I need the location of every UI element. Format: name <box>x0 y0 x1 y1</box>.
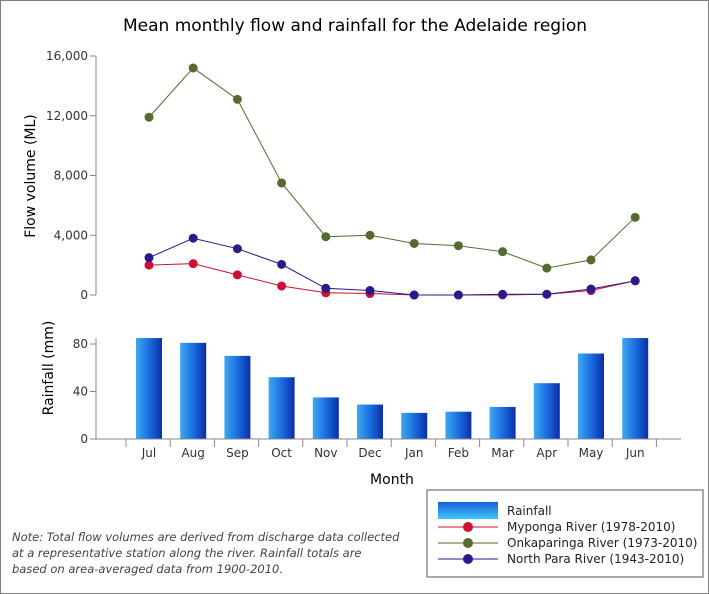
series-point <box>277 281 287 291</box>
rainfall-bar <box>489 406 516 439</box>
rainfall-bar <box>136 338 162 439</box>
flow-tick-label: 8,000 <box>54 169 88 183</box>
note-line: Note: Total flow volumes are derived fro… <box>12 530 400 544</box>
rainfall-bar <box>268 377 295 439</box>
note-line: based on area-averaged data from 1900-20… <box>12 562 283 576</box>
series-point <box>277 259 287 269</box>
series-point <box>498 289 508 299</box>
note: Note: Total flow volumes are derived fro… <box>12 530 400 576</box>
series-point <box>542 263 552 273</box>
x-tick-label: Sep <box>226 446 249 460</box>
rainfall-bar <box>357 404 383 439</box>
flow-tick-label: 0 <box>80 288 88 302</box>
series-point <box>630 212 640 222</box>
rainfall-tick-label: 0 <box>80 432 88 446</box>
series-point <box>586 284 596 294</box>
flow-axis: 0 4,000 8,000 12,000 16,000 <box>46 49 97 302</box>
series-line <box>148 67 636 269</box>
series-point <box>409 290 419 300</box>
x-tick-label: Dec <box>358 446 381 460</box>
x-tick-label: Aug <box>181 446 204 460</box>
legend: Rainfall Myponga River (1978-2010) Onkapar… <box>426 489 704 578</box>
series-point <box>453 290 463 300</box>
rainfall-bar <box>401 412 428 439</box>
rainfall-bar <box>578 353 604 439</box>
flow-tick-label: 12,000 <box>46 109 88 123</box>
chart-title: Mean monthly flow and rainfall for the A… <box>123 16 587 36</box>
x-axis-title: Month <box>370 472 414 488</box>
series-point <box>232 270 242 280</box>
x-tick-label: Jul <box>141 446 156 460</box>
x-tick-label: Oct <box>271 446 292 460</box>
series-point <box>365 230 375 240</box>
x-tick-label: Mar <box>491 446 514 460</box>
flow-tick-label: 16,000 <box>46 49 88 63</box>
series-point <box>542 289 552 299</box>
legend-label: Myponga River (1978-2010) <box>507 520 675 534</box>
rainfall-bar <box>533 383 560 439</box>
series-point <box>188 259 198 269</box>
note-line: at a representative station along the ri… <box>12 546 362 560</box>
series-point <box>232 94 242 104</box>
legend-swatch-rainfall <box>438 502 498 519</box>
rainfall-bar <box>180 342 207 439</box>
series-point <box>453 241 463 251</box>
rainfall-bars <box>136 338 649 439</box>
rainfall-bar <box>224 355 251 439</box>
x-tick-label: Jan <box>404 446 424 460</box>
series-line <box>148 263 636 296</box>
series-point <box>144 112 154 122</box>
series-point <box>365 286 375 296</box>
series-point <box>409 238 419 248</box>
series-point <box>144 253 154 263</box>
series-point <box>321 283 331 293</box>
series-line <box>148 237 636 296</box>
series-point <box>498 247 508 257</box>
flow-tick-label: 4,000 <box>54 228 88 242</box>
x-tick-label: Apr <box>536 446 557 460</box>
series-point <box>630 276 640 286</box>
flow-lines <box>144 63 640 300</box>
legend-label: Rainfall <box>507 504 552 518</box>
x-tick-label: Feb <box>448 446 469 460</box>
rainfall-bar <box>622 338 649 439</box>
series-point <box>144 260 154 270</box>
rainfall-bar <box>312 397 339 439</box>
flow-axis-title: Flow volume (ML) <box>23 114 39 238</box>
rainfall-axis: 0 40 80 <box>73 337 97 446</box>
x-tick-label: Jun <box>625 446 645 460</box>
rainfall-axis-title: Rainfall (mm) <box>41 321 57 416</box>
x-tick-label: May <box>579 446 604 460</box>
legend-swatch-marker <box>463 522 473 532</box>
legend-swatch-marker <box>463 554 473 564</box>
x-axis: Jul Aug Sep Oct Nov Dec Jan Feb Mar Apr May Jun <box>96 438 681 460</box>
rainfall-tick-label: 80 <box>73 337 88 351</box>
legend-swatch-marker <box>463 538 473 548</box>
series-point <box>277 178 287 188</box>
series-point <box>188 63 198 73</box>
series-point <box>232 244 242 254</box>
series-point <box>321 232 331 242</box>
series-point <box>586 255 596 265</box>
legend-label: Onkaparinga River (1973-2010) <box>507 536 697 550</box>
x-tick-label: Nov <box>314 446 337 460</box>
series-point <box>188 233 198 243</box>
rainfall-tick-label: 40 <box>73 385 88 399</box>
rainfall-bar <box>445 411 472 439</box>
legend-label: North Para River (1943-2010) <box>507 552 684 566</box>
